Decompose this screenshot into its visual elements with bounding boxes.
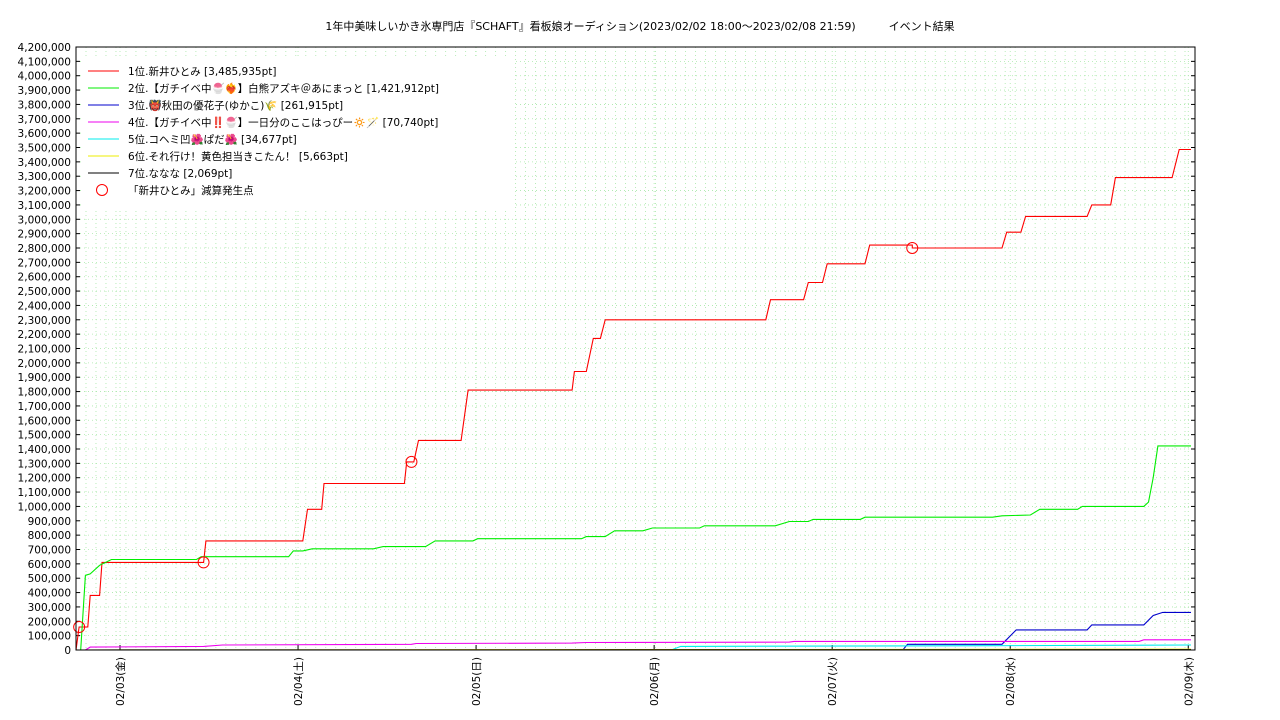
series-line-1 bbox=[75, 148, 1191, 651]
y-tick-label: 1,900,000 bbox=[18, 372, 71, 384]
y-tick-label: 3,000,000 bbox=[18, 214, 71, 226]
y-tick-label: 2,300,000 bbox=[18, 315, 71, 327]
y-tick-label: 2,400,000 bbox=[18, 300, 71, 312]
y-tick-label: 3,100,000 bbox=[18, 200, 71, 212]
y-tick-label: 2,500,000 bbox=[18, 286, 71, 298]
marker-point bbox=[405, 455, 418, 468]
series-line-2 bbox=[76, 445, 1191, 651]
y-tick-label: 400,000 bbox=[28, 588, 71, 600]
legend-entry: 4位.【ガチイベ中‼️🍧】一日分のここはっぴー🔅🪄 [70,740pt] bbox=[128, 116, 438, 129]
y-tick-label: 1,700,000 bbox=[18, 401, 71, 413]
marker-point bbox=[906, 242, 919, 254]
y-tick-label: 2,100,000 bbox=[18, 344, 71, 356]
y-tick-label: 3,200,000 bbox=[18, 186, 71, 198]
y-tick-label: 4,100,000 bbox=[18, 56, 71, 68]
y-tick-label: 4,200,000 bbox=[18, 42, 71, 54]
y-tick-label: 3,700,000 bbox=[18, 114, 71, 126]
legend-entry: 6位.それ行け！黄色担当きこたん！ [5,663pt] bbox=[128, 150, 348, 163]
y-tick-label: 1,500,000 bbox=[18, 430, 71, 442]
y-tick-label: 3,300,000 bbox=[18, 171, 71, 183]
y-tick-label: 3,500,000 bbox=[18, 143, 71, 155]
marker-point bbox=[197, 556, 210, 569]
y-tick-label: 2,600,000 bbox=[18, 272, 71, 284]
y-tick-label: 200,000 bbox=[28, 616, 71, 628]
y-tick-label: 300,000 bbox=[28, 602, 71, 614]
y-tick-label: 3,800,000 bbox=[18, 99, 71, 111]
marker-point bbox=[73, 621, 86, 634]
x-tick-label: 02/05(日) bbox=[471, 657, 483, 706]
legend-entry: 3位.👹秋田の優花子(ゆかこ)🌾 [261,915pt] bbox=[128, 99, 343, 112]
x-tick-label: 02/06(月) bbox=[649, 657, 661, 706]
y-tick-label: 600,000 bbox=[28, 559, 71, 571]
x-tick-label: 02/03(金) bbox=[114, 657, 127, 706]
y-tick-label: 1,100,000 bbox=[18, 487, 71, 499]
x-tick-label: 02/04(土) bbox=[292, 657, 305, 706]
y-tick-label: 100,000 bbox=[28, 631, 71, 643]
y-tick-label: 2,000,000 bbox=[18, 358, 71, 370]
y-tick-label: 2,200,000 bbox=[18, 329, 71, 341]
y-tick-label: 800,000 bbox=[28, 530, 71, 542]
y-tick-label: 4,000,000 bbox=[18, 71, 71, 83]
series-line-4 bbox=[76, 639, 1191, 651]
legend-entry: 5位.コヘミ凹🌺ぱだ🌺 [34,677pt] bbox=[128, 133, 297, 146]
y-tick-label: 500,000 bbox=[28, 573, 71, 585]
y-tick-label: 1,000,000 bbox=[18, 501, 71, 513]
y-tick-label: 1,400,000 bbox=[18, 444, 71, 456]
y-tick-label: 1,600,000 bbox=[18, 415, 71, 427]
x-tick-label: 02/07(火) bbox=[827, 657, 839, 706]
series-line-3 bbox=[76, 611, 1191, 651]
plot-frame bbox=[75, 46, 1196, 651]
x-tick-label: 02/08(水) bbox=[1005, 657, 1017, 706]
y-tick-label: 0 bbox=[64, 645, 71, 657]
y-tick-label: 1,300,000 bbox=[18, 458, 71, 470]
legend-box bbox=[82, 56, 514, 208]
legend-entry: 1位.新井ひとみ [3,485,935pt] bbox=[128, 65, 276, 78]
legend-entry: 2位.【ガチイベ中🍧❤️‍🔥】白熊アズキ＠あにまっと [1,421,912pt] bbox=[128, 82, 439, 95]
y-tick-label: 2,700,000 bbox=[18, 257, 71, 269]
x-tick-label: 02/09(木) bbox=[1183, 657, 1195, 706]
y-tick-label: 3,600,000 bbox=[18, 128, 71, 140]
y-tick-label: 900,000 bbox=[28, 516, 71, 528]
legend-entry-marker: 「新井ひとみ」減算発生点 bbox=[128, 184, 254, 197]
y-tick-label: 3,400,000 bbox=[18, 157, 71, 169]
y-tick-label: 3,900,000 bbox=[18, 85, 71, 97]
legend-marker-swatch bbox=[96, 184, 108, 196]
y-tick-label: 1,200,000 bbox=[18, 473, 71, 485]
chart-title: 1年中美味しいかき氷専門店『SCHAFT』看板娘オーディション(2023/02/… bbox=[325, 20, 955, 33]
y-tick-label: 2,800,000 bbox=[18, 243, 71, 255]
legend-entry: 7位.ななな [2,069pt] bbox=[128, 167, 232, 180]
y-tick-label: 700,000 bbox=[28, 545, 71, 557]
y-tick-label: 1,800,000 bbox=[18, 387, 71, 399]
y-tick-label: 2,900,000 bbox=[18, 229, 71, 241]
